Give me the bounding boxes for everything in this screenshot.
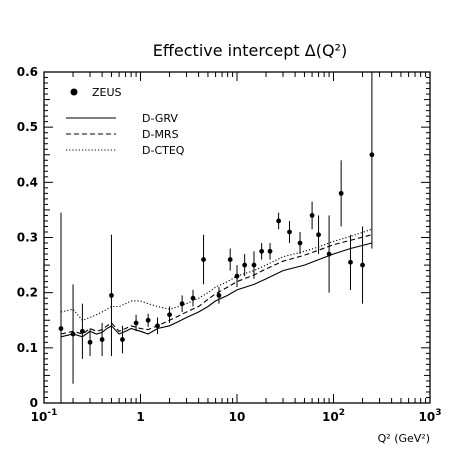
x-axis-label: Q² (GeV²) [378,432,430,445]
data-point [234,273,240,279]
data-point [145,317,151,323]
x-tick-label: 1 [136,410,144,424]
data-point [297,240,303,246]
curve-d-grv [60,242,373,338]
y-tick-label: 0.3 [17,231,38,245]
y-tick-label: 0.2 [17,286,38,300]
y-tick-label: 0.4 [17,175,38,189]
legend-marker-zeus [70,88,78,96]
curve-d-mrs [60,234,373,335]
legend-label-zeus: ZEUS [92,86,122,99]
data-point [216,293,222,298]
data-point [87,339,93,345]
legend-label-d-grv: D-GRV [142,112,178,125]
data-point [267,248,273,254]
data-point [259,248,265,254]
data-point [326,251,332,257]
data-point [360,262,365,268]
data-point [133,320,139,326]
y-tick-label: 0.5 [17,120,38,134]
data-point [201,257,206,262]
data-point [80,328,85,334]
data-point [251,262,257,268]
plot-frame [43,71,431,404]
data-point [369,152,375,158]
data-point [120,337,125,342]
curve-d-cteq [60,228,373,321]
y-tick-label: 0 [30,396,38,410]
data-point [287,229,292,235]
data-point [109,293,114,298]
data-point [276,218,282,224]
data-point [227,257,233,262]
data-point [190,295,196,301]
data-point [348,259,353,265]
data-point [155,323,160,329]
data-point [338,190,344,196]
data-point [316,232,321,238]
data-point [70,331,76,337]
legend-label-d-cteq: D-CTEQ [142,144,185,157]
legend-label-d-mrs: D-MRS [142,128,179,141]
data-point [242,262,248,268]
data-point [99,337,105,342]
x-tick-label: 103 [419,408,442,424]
data-point [58,326,64,331]
x-tick-label: 10-1 [31,408,58,424]
data-point [167,312,172,318]
data-point [179,301,185,307]
x-tick-label: 10 [229,410,246,424]
data-point [309,213,315,218]
x-tick-label: 102 [322,408,345,424]
chart-title: Effective intercept Δ(Q²) [153,41,347,60]
y-tick-label: 0.6 [17,65,38,79]
y-tick-label: 0.1 [17,341,38,355]
